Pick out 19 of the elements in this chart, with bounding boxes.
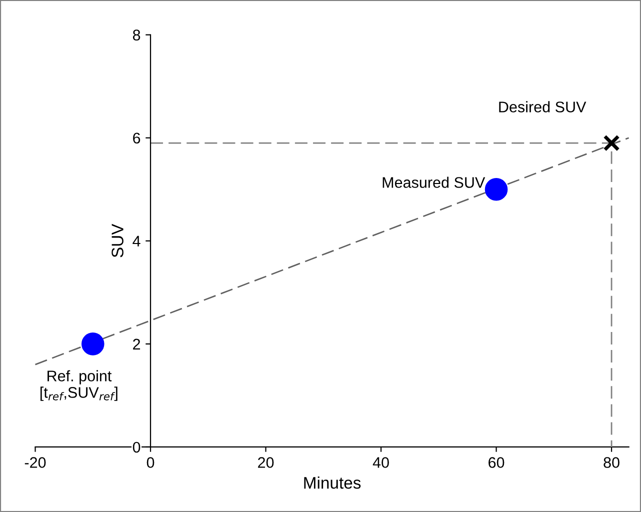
annotation: Measured SUV	[382, 176, 486, 188]
x-tick-label: 20	[258, 457, 274, 468]
x-tick-label: 40	[372, 457, 389, 468]
point	[484, 178, 508, 201]
y-tick-label: 2	[133, 338, 140, 350]
y-tick-label: 6	[133, 132, 140, 144]
y-tick-label: 4	[132, 236, 140, 246]
y-tick-label: 0	[132, 442, 140, 453]
point	[603, 134, 620, 152]
x-tick-label: -20	[24, 457, 46, 468]
y-tick-label: 8	[132, 30, 140, 40]
x-tick-label: 0	[146, 457, 154, 468]
x-axis-title: Minutes	[304, 476, 361, 489]
annotation: Desired SUV	[499, 101, 586, 112]
y-axis-title: SUV	[112, 224, 124, 258]
x-tick-label: 60	[488, 457, 504, 468]
annotation: Ref. point [t$_{ref}$,SUV$_{ref}$]	[40, 370, 118, 401]
x-tick-label: 80	[604, 457, 620, 468]
point	[81, 332, 104, 356]
